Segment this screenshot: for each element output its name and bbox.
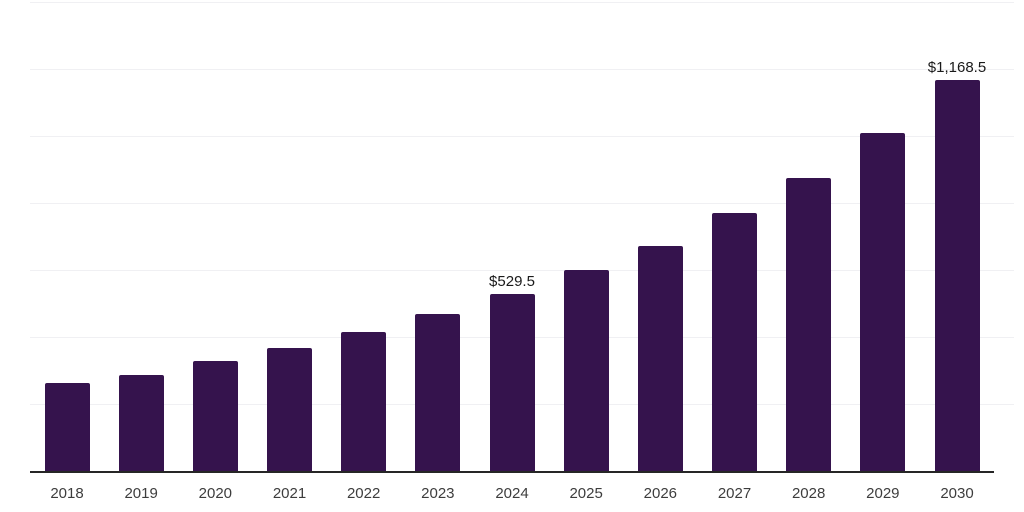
x-tick-label-2025: 2025 (569, 485, 603, 502)
bar-2024 (489, 293, 535, 471)
bar-value-label-2024: $529.5 (489, 272, 535, 290)
bar-value-label-2030: $1,168.5 (927, 58, 987, 76)
x-tick-label-2024: 2024 (495, 485, 529, 502)
gridline-1000 (30, 135, 1014, 137)
gridline-1400 (30, 1, 1014, 3)
bar-2027 (712, 213, 757, 471)
x-tick-label-2027: 2027 (717, 485, 752, 502)
bar-2019 (118, 374, 164, 471)
bar-2028 (786, 177, 832, 471)
gridline-1200 (30, 68, 1014, 70)
gridline-800 (30, 202, 1014, 204)
x-tick-label-2022: 2022 (346, 485, 381, 502)
x-tick-label-2018: 2018 (50, 485, 84, 502)
x-tick-label-2019: 2019 (124, 485, 158, 502)
bar-2025 (563, 270, 609, 471)
bar-2022 (341, 331, 387, 471)
bar-2018 (44, 383, 90, 471)
x-tick-label-2020: 2020 (198, 485, 233, 502)
x-tick-label-2026: 2026 (643, 485, 678, 502)
x-tick-label-2021: 2021 (272, 485, 307, 502)
gridline-600 (30, 269, 1014, 271)
bar-2021 (267, 348, 312, 471)
x-axis-line (30, 471, 994, 473)
bar-2029 (860, 133, 906, 471)
x-tick-label-2028: 2028 (791, 485, 826, 502)
bar-2023 (415, 313, 461, 471)
bar-2020 (192, 361, 238, 471)
x-tick-label-2029: 2029 (866, 485, 900, 502)
x-tick-label-2023: 2023 (421, 485, 455, 502)
x-tick-label-2030: 2030 (940, 485, 974, 502)
bar-2030 (934, 79, 980, 471)
bar-2026 (637, 245, 683, 471)
